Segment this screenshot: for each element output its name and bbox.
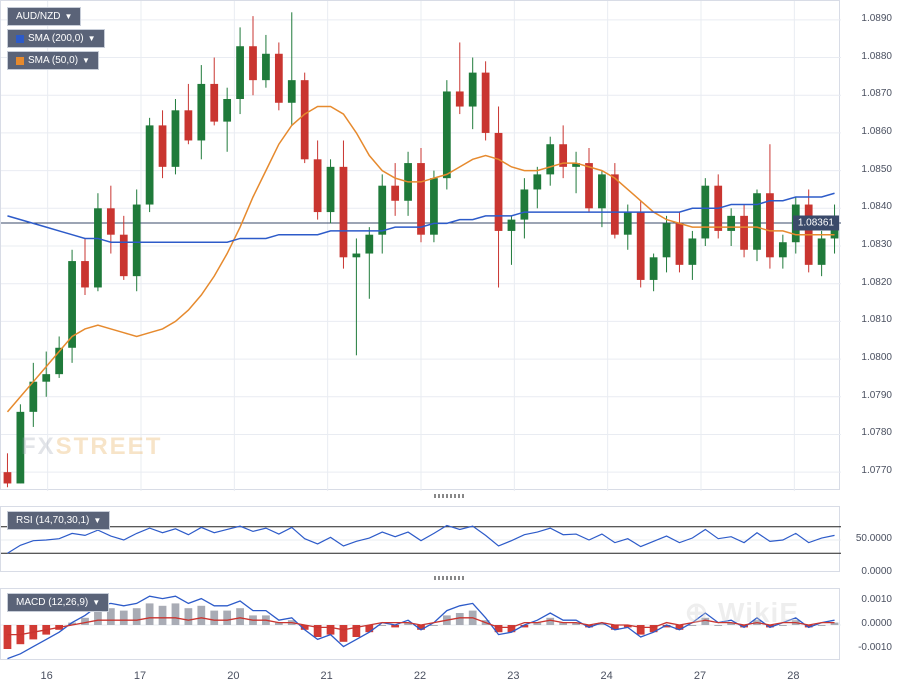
y-tick-label: 1.0850	[861, 164, 892, 175]
price-chart-svg	[1, 1, 841, 491]
symbol-label: AUD/NZD	[16, 11, 60, 22]
price-panel[interactable]: 1.08361 AUD/NZD ▼ SMA (200,0) ▼ SMA (50,…	[0, 0, 840, 490]
fxstreet-watermark: FXSTREET	[21, 433, 162, 461]
sma50-label: SMA (50,0)	[28, 55, 78, 66]
x-tick-label: 23	[507, 670, 519, 682]
x-tick-label: 28	[787, 670, 799, 682]
rsi-legend[interactable]: RSI (14,70,30,1) ▼	[7, 511, 110, 530]
x-axis: 16 17 20 21 22 23 24 27 28	[0, 660, 840, 690]
chevron-down-icon: ▼	[82, 56, 90, 65]
macd-legend[interactable]: MACD (12,26,9) ▼	[7, 593, 109, 612]
y-tick-label: 1.0840	[861, 201, 892, 212]
y-tick-label: 1.0820	[861, 277, 892, 288]
y-tick-label: 1.0800	[861, 352, 892, 363]
x-tick-label: 17	[134, 670, 146, 682]
sma200-label: SMA (200,0)	[28, 33, 84, 44]
rsi-y-axis: 50.00000.0000	[842, 506, 898, 572]
y-tick-label: 1.0860	[861, 126, 892, 137]
y-tick-label: 1.0810	[861, 314, 892, 325]
y-tick-label: 1.0780	[861, 427, 892, 438]
y-tick-label: -0.0010	[858, 642, 892, 653]
rsi-panel[interactable]: RSI (14,70,30,1) ▼	[0, 506, 840, 572]
wiki-watermark: ⊕ WikiE	[685, 596, 799, 629]
rsi-chart-svg	[1, 507, 841, 573]
panel-resize-handle[interactable]	[434, 576, 464, 580]
sma200-color-swatch	[16, 35, 24, 43]
x-tick-label: 24	[601, 670, 613, 682]
chevron-down-icon: ▼	[88, 34, 96, 43]
macd-label: MACD (12,26,9)	[16, 597, 88, 608]
chevron-down-icon: ▼	[93, 516, 101, 525]
macd-panel[interactable]: MACD (12,26,9) ▼ ⊕ WikiE	[0, 588, 840, 660]
y-tick-label: 1.0890	[861, 13, 892, 24]
sma50-color-swatch	[16, 57, 24, 65]
y-tick-label: 0.0000	[861, 566, 892, 577]
sma50-legend[interactable]: SMA (50,0) ▼	[7, 51, 99, 70]
current-price-tag: 1.08361	[793, 216, 839, 231]
x-tick-label: 16	[41, 670, 53, 682]
chevron-down-icon: ▼	[64, 12, 72, 21]
y-tick-label: 0.0010	[861, 594, 892, 605]
y-tick-label: 0.0000	[861, 618, 892, 629]
macd-y-axis: 0.0010 0.0000 -0.0010	[842, 588, 898, 660]
y-tick-label: 1.0790	[861, 390, 892, 401]
x-tick-label: 27	[694, 670, 706, 682]
y-tick-label: 1.0830	[861, 239, 892, 250]
y-tick-label: 1.0770	[861, 465, 892, 476]
chart-container: 1.08361 AUD/NZD ▼ SMA (200,0) ▼ SMA (50,…	[0, 0, 898, 697]
y-tick-label: 50.0000	[856, 533, 892, 544]
price-y-axis: 1.0890 1.0880 1.0870 1.0860 1.0850 1.0840 1.08…	[842, 0, 898, 490]
rsi-label: RSI (14,70,30,1)	[16, 515, 89, 526]
x-tick-label: 21	[321, 670, 333, 682]
chevron-down-icon: ▼	[92, 598, 100, 607]
x-tick-label: 22	[414, 670, 426, 682]
sma200-legend[interactable]: SMA (200,0) ▼	[7, 29, 105, 48]
y-tick-label: 1.0870	[861, 88, 892, 99]
y-tick-label: 1.0880	[861, 51, 892, 62]
symbol-legend[interactable]: AUD/NZD ▼	[7, 7, 81, 26]
panel-resize-handle[interactable]	[434, 494, 464, 498]
x-tick-label: 20	[227, 670, 239, 682]
